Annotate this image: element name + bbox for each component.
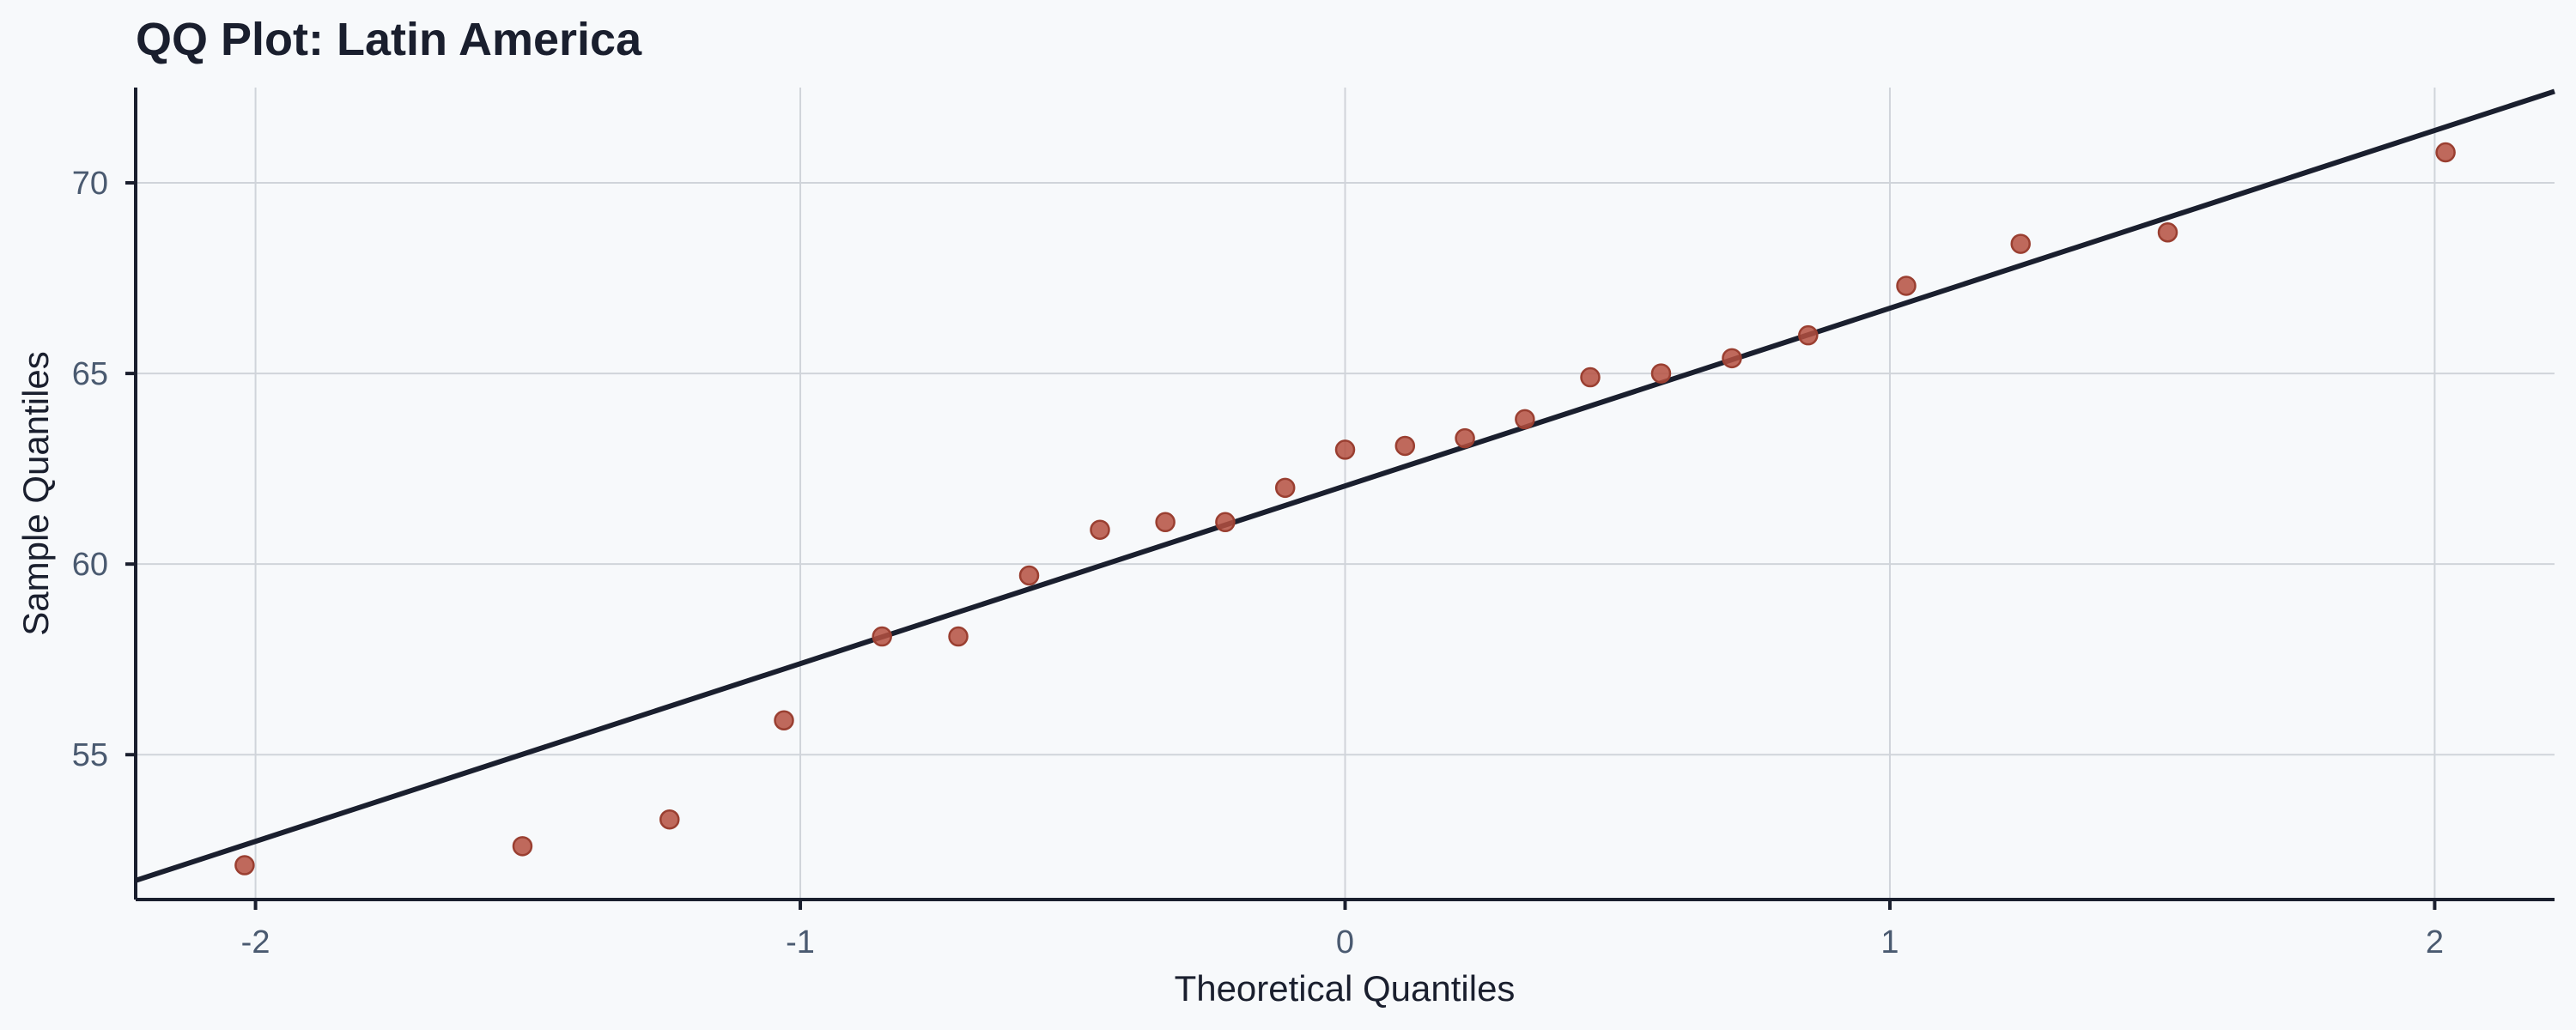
x-tick-label: 0: [1336, 924, 1354, 960]
data-point: [2010, 233, 2031, 254]
data-point: [1215, 512, 1236, 533]
axes-layer: [125, 88, 2555, 910]
y-tick-label: 55: [72, 737, 108, 773]
data-point: [948, 626, 969, 647]
data-point: [1018, 565, 1040, 586]
data-point: [1455, 427, 1475, 449]
tick-labels-layer: -2 -1 0 1 2 55 60 65 70: [72, 166, 2444, 960]
data-point: [1394, 435, 1416, 457]
x-tick-label: -2: [241, 924, 270, 960]
points-layer: [234, 142, 2456, 876]
data-point: [1650, 363, 1672, 384]
chart-title: QQ Plot: Latin America: [136, 14, 642, 65]
data-point: [1722, 348, 1742, 369]
data-point: [1155, 512, 1176, 533]
x-tick-label: 2: [2426, 924, 2444, 960]
data-point: [512, 836, 533, 857]
data-point: [1274, 477, 1296, 499]
x-tick-label: -1: [786, 924, 815, 960]
reference-line: [135, 88, 2555, 883]
data-point: [1515, 409, 1535, 430]
data-point: [872, 626, 892, 647]
y-tick-label: 60: [72, 547, 108, 583]
data-point: [659, 809, 680, 830]
data-point: [1896, 276, 1917, 296]
grid-layer: [136, 88, 2555, 900]
y-tick-label: 70: [72, 166, 108, 202]
reference-line-layer: [135, 88, 2555, 883]
x-tick-label: 1: [1880, 924, 1899, 960]
x-axis-label: Theoretical Quantiles: [1175, 968, 1516, 1009]
data-point: [1090, 519, 1110, 540]
data-point: [234, 855, 255, 876]
data-point: [1798, 324, 1819, 346]
y-axis-label: Sample Quantiles: [15, 351, 56, 636]
y-tick-label: 65: [72, 356, 108, 392]
data-point: [1334, 439, 1356, 460]
data-point: [2435, 142, 2456, 163]
data-point: [1580, 367, 1601, 388]
data-point: [2157, 222, 2178, 243]
data-point: [774, 710, 794, 731]
